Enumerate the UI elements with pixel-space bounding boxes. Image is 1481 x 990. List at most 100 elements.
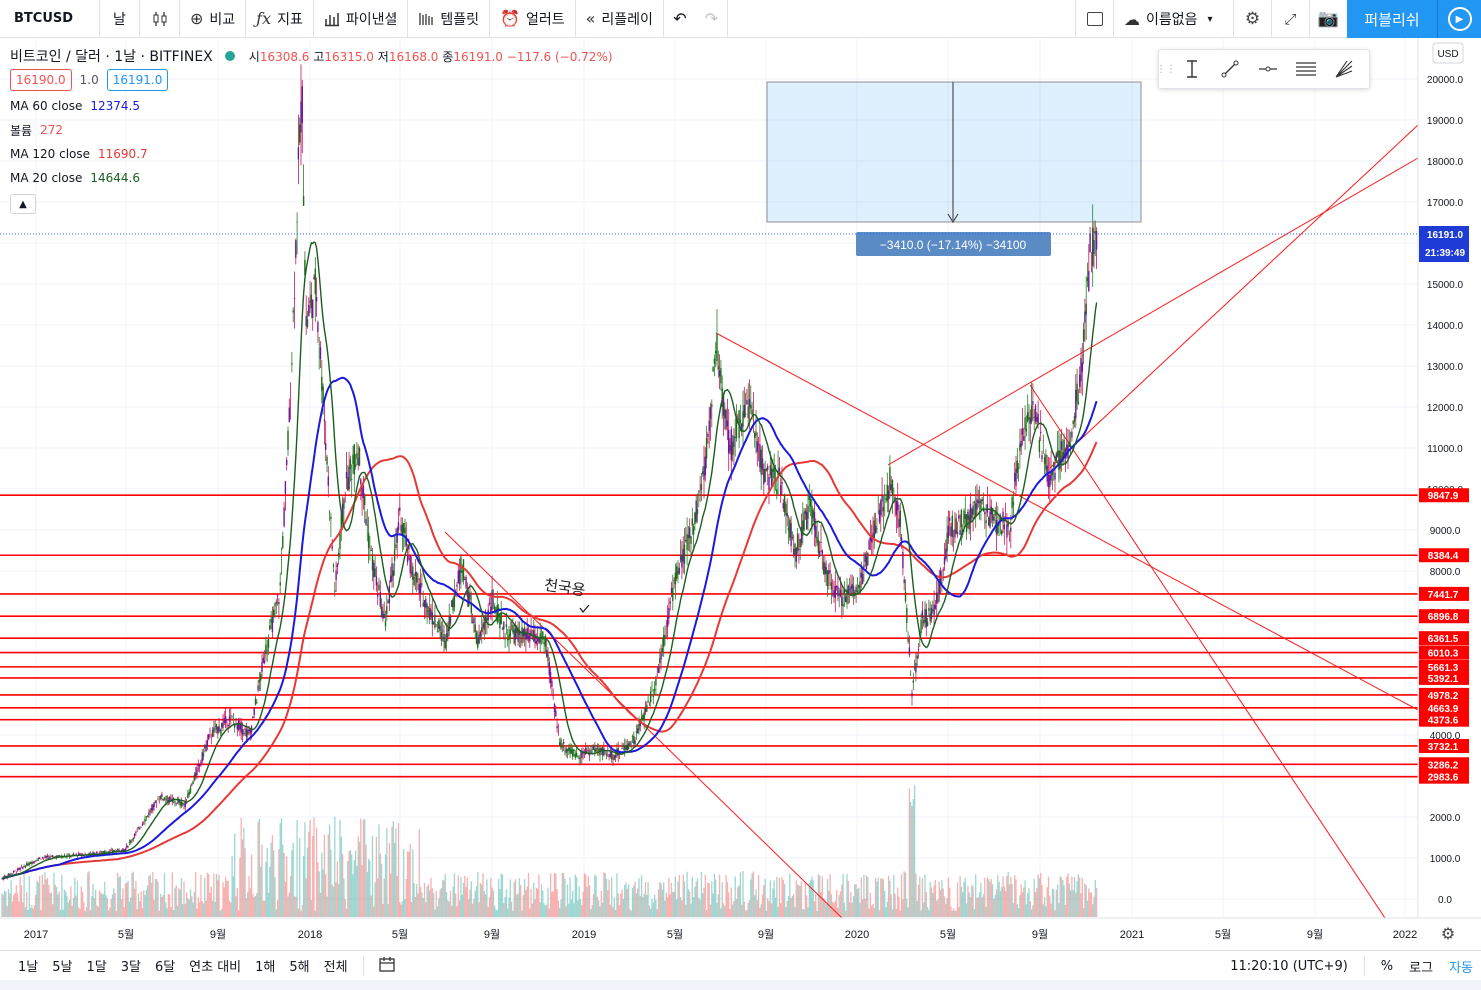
templates-button[interactable]: 템플릿 xyxy=(408,0,491,38)
moving-averages xyxy=(1,241,1098,880)
bottom-toolbar: 1날 5날 1달 3달 6달 연초 대비 1해 5해 전체 11:20:10 (UTC+9) %… xyxy=(0,950,1481,980)
currency-label: USD xyxy=(1437,49,1458,60)
compare-label: 비교 xyxy=(209,11,236,28)
price-axis[interactable]: USD xyxy=(1417,38,1464,918)
time-tick-label: 2017 xyxy=(24,929,48,941)
replay-button[interactable]: « 리플레이 xyxy=(576,0,664,38)
auto-scale-toggle[interactable]: 자동 xyxy=(1449,960,1473,976)
collapse-legend-button[interactable]: ▲ xyxy=(10,194,36,214)
range-button[interactable]: 연초 대비 xyxy=(189,960,242,975)
currency-badge[interactable] xyxy=(1432,42,1464,64)
indicators-button[interactable]: ƒx 지표 xyxy=(246,0,314,38)
play-icon: ▶ xyxy=(1447,7,1472,31)
fullscreen-button[interactable]: ⤢ xyxy=(1271,0,1309,38)
function-icon: ƒx xyxy=(256,9,272,28)
level-price-label: 8384.4 xyxy=(1428,551,1459,562)
symbol-search[interactable]: BTCUSD xyxy=(0,0,100,38)
calendar-icon xyxy=(378,956,395,972)
layout-name-button[interactable]: ☁ 이름없음 ▾ xyxy=(1113,0,1233,38)
trend-line-tool[interactable] xyxy=(1211,49,1249,89)
range-button[interactable]: 6달 xyxy=(154,960,176,975)
moving-average-line[interactable] xyxy=(1,376,1098,880)
range-button[interactable]: 전체 xyxy=(323,960,348,975)
fib-fan-tool[interactable] xyxy=(1325,49,1363,89)
axis-settings-button[interactable]: ⚙ xyxy=(1441,924,1455,943)
level-price-label: 4978.2 xyxy=(1428,691,1459,702)
chart-type-button[interactable] xyxy=(140,0,180,38)
range-button[interactable]: 5날 xyxy=(52,960,73,975)
price-tick-label: 15000.0 xyxy=(1427,280,1464,291)
range-button[interactable]: 5해 xyxy=(289,960,310,975)
date-range-buttons: 1날 5날 1달 3달 6달 연초 대비 1해 5해 전체 xyxy=(0,956,355,975)
level-price-label: 6361.5 xyxy=(1428,634,1459,645)
range-button[interactable]: 1날 xyxy=(18,960,39,975)
price-tick-label: 4000.0 xyxy=(1430,731,1461,742)
time-tick-label: 2020 xyxy=(845,929,869,941)
camera-icon: 📷 xyxy=(1317,9,1340,29)
time-tick-label: 2022 xyxy=(1393,929,1417,941)
moving-average-line[interactable] xyxy=(1,441,1098,880)
handwritten-annotation[interactable]: 천국용 xyxy=(543,576,587,600)
indicator-volume[interactable]: 볼륨 272 xyxy=(10,123,63,138)
bar-chart-icon xyxy=(324,12,339,26)
trend-line[interactable] xyxy=(1049,124,1419,469)
measure-label-bg xyxy=(856,232,1051,256)
range-button[interactable]: 1달 xyxy=(86,960,107,975)
time-tick-label: 9월 xyxy=(210,928,226,941)
fan-icon xyxy=(1335,60,1353,78)
percent-toggle[interactable]: % xyxy=(1380,958,1394,974)
price-tick-label: 0.0 xyxy=(1438,895,1452,906)
templates-label: 템플릿 xyxy=(440,11,480,28)
financials-button[interactable]: 파이낸셜 xyxy=(314,0,409,38)
redo-button[interactable]: ↷ xyxy=(696,0,728,38)
range-button[interactable]: 1해 xyxy=(255,960,276,975)
settings-button[interactable]: ⚙ xyxy=(1233,0,1271,38)
level-price-label: 7441.7 xyxy=(1428,590,1459,601)
indicator-ma60[interactable]: MA 60 close 12374.5 xyxy=(10,99,140,113)
horizontal-scrollbar[interactable] xyxy=(0,980,1481,990)
snapshot-button[interactable]: 📷 xyxy=(1309,0,1347,38)
go-to-date-button[interactable] xyxy=(372,955,402,977)
time-tick-label: 2021 xyxy=(1120,929,1144,941)
horizontal-ray-tool[interactable] xyxy=(1249,49,1287,89)
publish-menu-button[interactable]: ▶ xyxy=(1437,0,1481,38)
text-cursor-tool[interactable] xyxy=(1173,49,1211,89)
indicator-ma120[interactable]: MA 120 close 11690.7 xyxy=(10,147,148,161)
gear-icon: ⚙ xyxy=(1244,9,1261,29)
alert-button[interactable]: ⏰ 얼러트 xyxy=(490,0,576,38)
indicators-label: 지표 xyxy=(277,11,303,28)
publish-button[interactable]: 퍼블리쉬 xyxy=(1347,0,1437,38)
parallel-channel-tool[interactable] xyxy=(1287,49,1325,89)
price-range-measure[interactable]: −3410.0 (−17.14%) −34100 xyxy=(766,81,1142,256)
level-price-label: 2983.6 xyxy=(1428,773,1459,784)
sell-price[interactable]: 16190.0 xyxy=(10,69,72,91)
range-button[interactable]: 3달 xyxy=(120,960,141,975)
level-price-labels: 9847.9 8384.4 7441.7 6896.8 6361.5 6010.3 5661… xyxy=(1419,488,1469,784)
level-price-label: 4373.6 xyxy=(1428,716,1459,727)
horizontal-ray-icon xyxy=(1259,66,1277,72)
trend-line[interactable] xyxy=(715,332,1419,711)
trend-line[interactable] xyxy=(1029,384,1386,919)
indicator-ma20[interactable]: MA 20 close 14644.6 xyxy=(10,171,140,185)
cloud-icon: ☁ xyxy=(1124,9,1140,29)
log-toggle[interactable]: 로그 xyxy=(1409,960,1434,976)
undo-button[interactable]: ↶ xyxy=(673,9,687,28)
symbol-title[interactable]: 비트코인 / 달러 · 1날 · BITFINEX xyxy=(10,49,213,65)
clock-timezone[interactable]: 11:20:10 (UTC+9) xyxy=(1230,958,1348,974)
alert-label: 얼러트 xyxy=(525,11,565,28)
moving-average-line[interactable] xyxy=(1,241,1098,880)
price-tick-label: 8000.0 xyxy=(1430,567,1461,578)
ohlc-values: 시16308.6 고16315.0 저16168.0 종16191.0 −117… xyxy=(248,49,613,64)
check-mark-icon xyxy=(579,604,590,614)
price-tick-label: 18000.0 xyxy=(1427,157,1464,168)
trend-line[interactable] xyxy=(887,157,1419,466)
price-chart[interactable]: −3410.0 (−17.14%) −34100 천국용 USD 20000.0… xyxy=(0,38,1481,950)
interval-button[interactable]: 날 xyxy=(100,0,140,38)
drag-handle-icon[interactable]: ⋮⋮ xyxy=(1156,63,1176,75)
fullscreen-box-button[interactable] xyxy=(1075,0,1113,38)
divider xyxy=(1363,956,1365,976)
expand-icon: ⤢ xyxy=(1284,10,1297,28)
compare-button[interactable]: ⊕ 비교 xyxy=(180,0,247,38)
level-price-label: 5392.1 xyxy=(1428,674,1459,685)
buy-price[interactable]: 16191.0 xyxy=(106,69,169,91)
